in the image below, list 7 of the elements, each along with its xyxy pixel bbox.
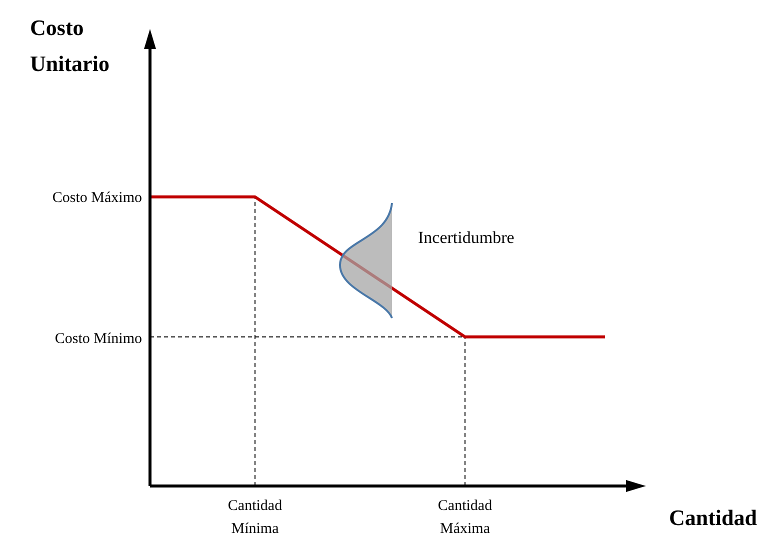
text: Costo Máximo: [52, 190, 142, 206]
annotation: Incertidumbre: [418, 228, 514, 247]
x-tick-label: Cantidad Mínima: [228, 498, 283, 537]
x-axis-title: Cantidad: [668, 505, 757, 530]
text: Costo Unitario: [30, 15, 110, 76]
text: Costo Mínimo: [54, 331, 142, 347]
x-tick-label: Cantidad Máxima: [438, 498, 493, 537]
